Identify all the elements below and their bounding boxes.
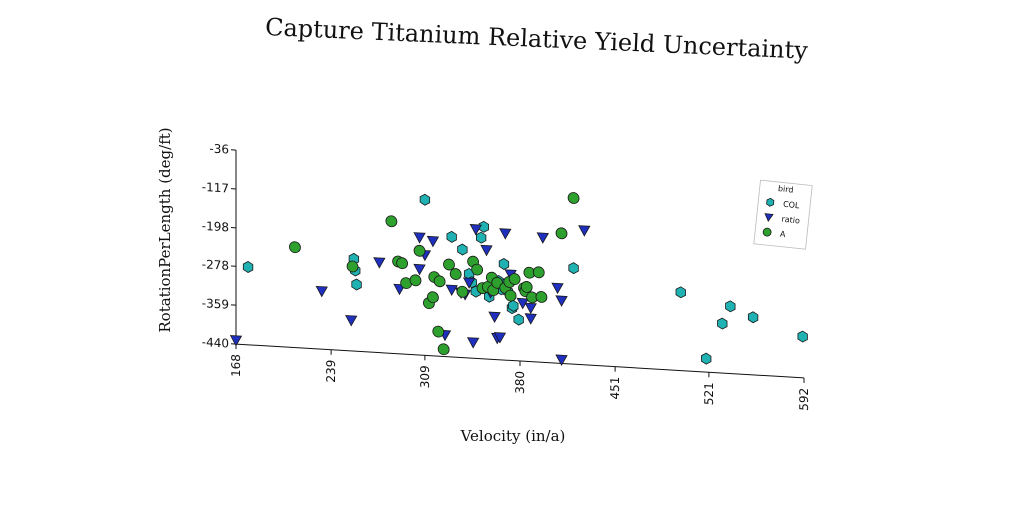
- data-point-col: [446, 230, 457, 243]
- data-point-ratio: [488, 311, 501, 324]
- data-point-a: [427, 291, 439, 304]
- data-point-col: [475, 231, 487, 244]
- data-point-ratio: [445, 284, 458, 297]
- data-point-col: [478, 220, 489, 233]
- data-point-a: [567, 192, 580, 204]
- data-point-a: [346, 260, 359, 273]
- data-point-a: [532, 266, 545, 279]
- chart-title: Capture Titanium Relative Yield Uncertai…: [265, 13, 809, 65]
- data-point-ratio: [555, 354, 568, 366]
- data-point-a: [535, 291, 548, 303]
- data-point-ratio: [578, 225, 591, 237]
- data-point-ratio: [413, 263, 426, 276]
- y-tick-label: -117: [202, 180, 229, 196]
- x-tick-label: 380: [513, 371, 527, 395]
- data-point-ratio: [229, 335, 243, 347]
- data-point-ratio: [462, 277, 476, 289]
- data-point-a: [555, 227, 568, 240]
- legend-marker-col: [766, 197, 775, 207]
- legend-title: bird: [777, 184, 793, 195]
- legend-marker-a: [762, 227, 772, 237]
- data-point-ratio: [555, 295, 568, 307]
- data-point-col: [351, 278, 362, 291]
- x-tick-label: 521: [702, 382, 716, 406]
- legend-label-col: COL: [783, 200, 801, 211]
- data-point-ratio: [536, 232, 549, 244]
- data-point-a: [504, 289, 517, 302]
- x-tick-label: 168: [229, 354, 243, 378]
- legend-marker-ratio: [764, 213, 774, 222]
- legend-label-ratio: ratio: [781, 215, 800, 226]
- data-point-ratio: [345, 315, 358, 327]
- data-point-a: [449, 268, 462, 280]
- data-point-col: [457, 243, 468, 256]
- y-tick-label: -440: [202, 335, 229, 351]
- y-axis-title: RotationPerLength (deg/ft): [156, 127, 174, 332]
- data-point-ratio: [480, 244, 493, 257]
- x-tick-label: 309: [418, 365, 432, 389]
- x-tick-label: 451: [608, 376, 622, 400]
- data-point-ratio: [466, 337, 480, 349]
- y-tick-label: -359: [202, 296, 229, 312]
- data-point-col: [508, 299, 519, 312]
- data-point-col: [513, 313, 524, 326]
- data-point-col: [797, 330, 808, 343]
- y-tick-label: -278: [202, 257, 229, 273]
- data-point-a: [385, 215, 398, 228]
- data-point-a: [437, 343, 450, 356]
- data-point-col: [717, 317, 728, 330]
- x-tick-label: 239: [324, 359, 338, 383]
- data-point-ratio: [469, 224, 482, 236]
- data-point-ratio: [524, 313, 537, 325]
- data-point-ratio: [551, 282, 564, 295]
- data-point-a: [413, 244, 426, 257]
- data-point-col: [498, 258, 510, 270]
- data-point-col: [568, 262, 579, 275]
- data-point-ratio: [315, 285, 328, 298]
- data-point-ratio: [524, 302, 537, 315]
- legend: bird COL ratio A: [753, 179, 813, 250]
- legend-label-a: A: [780, 229, 787, 239]
- data-point-a: [456, 285, 469, 298]
- data-point-a: [508, 273, 521, 285]
- data-point-col: [725, 300, 736, 313]
- data-point-ratio: [373, 257, 386, 269]
- data-point-col: [675, 286, 686, 299]
- x-axis-title: Velocity (in/a): [460, 427, 566, 445]
- data-point-a: [433, 275, 446, 288]
- data-point-ratio: [413, 232, 426, 244]
- data-point-a: [471, 263, 484, 276]
- data-point-a: [432, 325, 445, 338]
- data-point-ratio: [493, 332, 507, 344]
- data-point-a: [289, 241, 301, 254]
- data-point-col: [419, 193, 431, 206]
- data-point-ratio: [499, 228, 512, 240]
- plot-area: -36 -117 -198 -278 -359 -440 168 239 309 380 451 5…: [202, 141, 811, 411]
- x-tick-label: 592: [797, 388, 811, 412]
- data-point-col: [747, 311, 759, 324]
- data-point-a: [443, 258, 455, 271]
- data-point-ratio: [426, 235, 440, 248]
- data-point-col: [701, 352, 712, 365]
- y-tick-label: -36: [209, 141, 229, 156]
- data-point-a: [520, 281, 533, 293]
- data-point-a: [409, 274, 422, 287]
- data-point-a: [396, 257, 409, 270]
- data-point-col: [242, 261, 254, 273]
- y-tick-label: -198: [202, 219, 229, 235]
